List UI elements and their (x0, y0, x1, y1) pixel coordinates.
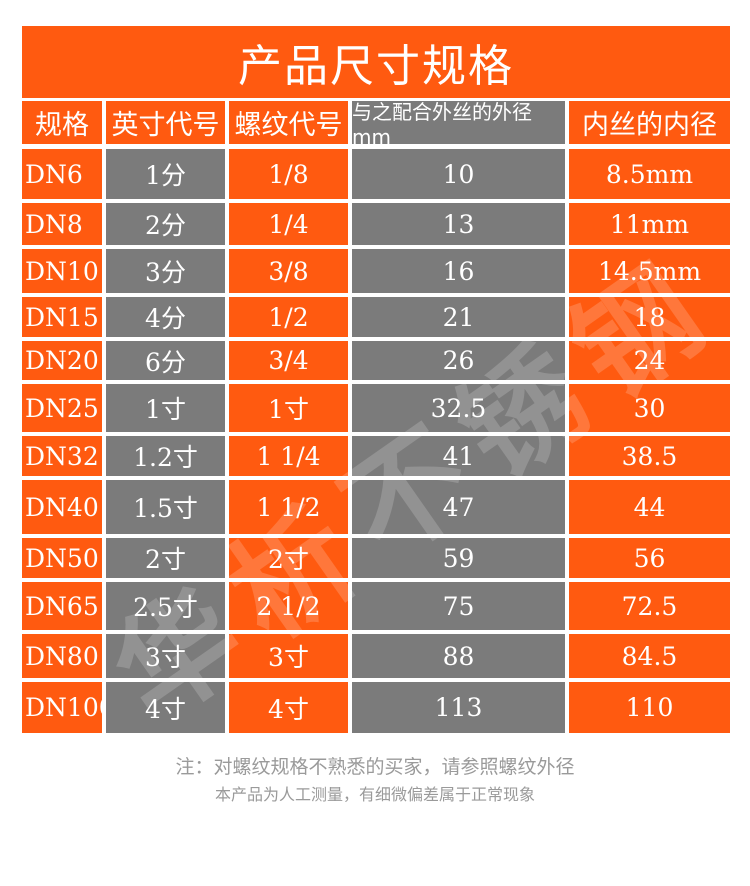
title-banner: 产品尺寸规格 (22, 26, 730, 98)
cell-spec: DN6 (22, 149, 102, 199)
cell-outer-diameter: 47 (352, 480, 565, 534)
cell-spec: DN65 (22, 582, 102, 630)
cell-inch-code: 1分 (106, 149, 225, 199)
header-outer-diameter: 与之配合外丝的外径mm (352, 100, 565, 149)
cell-inch-code: 2.5寸 (106, 582, 225, 630)
cell-spec: DN80 (22, 634, 102, 678)
note-line-2: 本产品为人工测量，有细微偏差属于正常现象 (214, 785, 535, 804)
cell-outer-diameter: 10 (352, 149, 565, 199)
cell-outer-diameter: 26 (352, 341, 565, 380)
cell-outer-diameter: 32.5 (352, 384, 565, 432)
cell-thread-code: 1寸 (229, 384, 348, 432)
cell-inch-code: 4寸 (106, 682, 225, 733)
cell-thread-code: 1 1/2 (229, 480, 348, 534)
cell-inner-diameter: 56 (569, 538, 730, 578)
cell-spec: DN20 (22, 341, 102, 380)
header-spec: 规格 (22, 101, 102, 144)
cell-inch-code: 1寸 (106, 384, 225, 432)
cell-inner-diameter: 8.5mm (569, 149, 730, 199)
cell-inch-code: 3分 (106, 249, 225, 293)
cell-thread-code: 2 1/2 (229, 582, 348, 630)
cell-outer-diameter: 13 (352, 203, 565, 245)
cell-inner-diameter: 84.5 (569, 634, 730, 678)
header-inner-diameter: 内丝的内径 (569, 101, 730, 144)
cell-inch-code: 2寸 (106, 538, 225, 578)
cell-inner-diameter: 72.5 (569, 582, 730, 630)
cell-inch-code: 3寸 (106, 634, 225, 678)
cell-spec: DN100 (22, 682, 115, 733)
cell-thread-code: 4寸 (229, 682, 348, 733)
cell-inner-diameter: 18 (569, 297, 730, 337)
cell-spec: DN25 (22, 384, 102, 432)
cell-inch-code: 4分 (106, 297, 225, 337)
cell-spec: DN15 (22, 297, 102, 337)
cell-inner-diameter: 44 (569, 480, 730, 534)
cell-inch-code: 1.2寸 (106, 436, 225, 476)
cell-spec: DN10 (22, 249, 102, 293)
cell-inner-diameter: 14.5mm (569, 249, 730, 293)
cell-inch-code: 2分 (106, 203, 225, 245)
cell-inch-code: 6分 (106, 341, 225, 380)
cell-spec: DN32 (22, 436, 102, 476)
cell-thread-code: 1 1/4 (229, 436, 348, 476)
cell-outer-diameter: 113 (352, 682, 565, 733)
cell-thread-code: 2寸 (229, 538, 348, 578)
cell-spec: DN8 (22, 203, 102, 245)
note-line-1: 注：对螺纹规格不熟悉的买家，请参照螺纹外径 (175, 756, 575, 778)
header-thread-code: 螺纹代号 (229, 101, 348, 144)
cell-outer-diameter: 16 (352, 249, 565, 293)
cell-outer-diameter: 59 (352, 538, 565, 578)
cell-thread-code: 3/4 (229, 341, 348, 380)
cell-inner-diameter: 24 (569, 341, 730, 380)
cell-thread-code: 3/8 (229, 249, 348, 293)
cell-spec: DN50 (22, 538, 102, 578)
cell-inner-diameter: 30 (569, 384, 730, 432)
cell-inner-diameter: 110 (569, 682, 730, 733)
cell-spec: DN40 (22, 480, 102, 534)
cell-inch-code: 1.5寸 (106, 480, 225, 534)
cell-thread-code: 1/8 (229, 149, 348, 199)
page-title: 产品尺寸规格 (238, 41, 514, 92)
cell-outer-diameter: 88 (352, 634, 565, 678)
cell-outer-diameter: 41 (352, 436, 565, 476)
header-inch-code: 英寸代号 (106, 101, 225, 144)
cell-outer-diameter: 75 (352, 582, 565, 630)
cell-outer-diameter: 21 (352, 297, 565, 337)
cell-thread-code: 1/2 (229, 297, 348, 337)
cell-inner-diameter: 38.5 (569, 436, 730, 476)
cell-thread-code: 1/4 (229, 203, 348, 245)
cell-thread-code: 3寸 (229, 634, 348, 678)
cell-inner-diameter: 11mm (569, 203, 730, 245)
